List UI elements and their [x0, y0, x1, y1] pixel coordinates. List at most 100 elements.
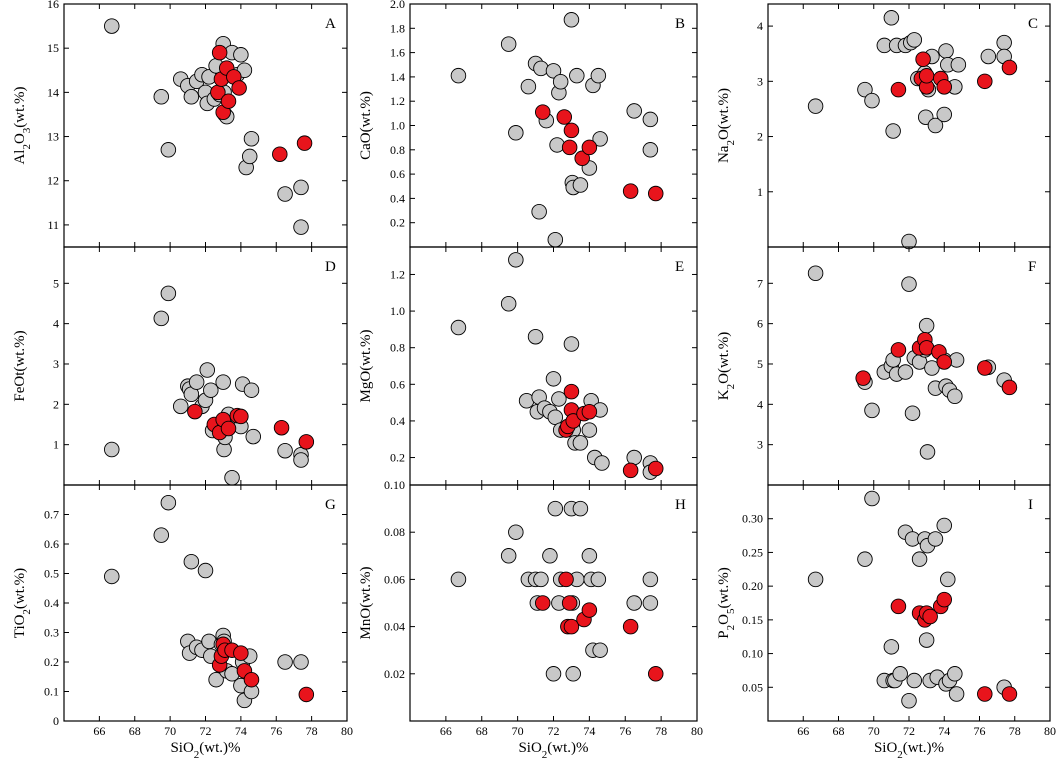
series-grey [104, 285, 309, 486]
label-subscript: 3 [21, 127, 33, 133]
data-point-grey [924, 360, 940, 376]
x-tick-label: 78 [1009, 724, 1021, 738]
data-point-grey [153, 527, 170, 543]
data-point-grey [901, 276, 917, 292]
y-tick-label: 0.4 [390, 191, 405, 205]
data-point-grey [520, 78, 537, 95]
label-part: FeOt(wt.%) [12, 330, 28, 401]
data-point-grey [980, 48, 997, 65]
x-tick-label: 66 [797, 724, 809, 738]
data-point-grey [104, 568, 120, 585]
y-axis-label: TiO2(wt.%) [12, 568, 33, 638]
data-point-grey [104, 441, 120, 458]
data-point-red [915, 51, 931, 67]
data-point-grey [897, 364, 914, 380]
panel-letter: B [675, 16, 685, 32]
y-tick-label: 0.2 [44, 655, 59, 669]
data-point-red [922, 608, 938, 625]
label-part: (wt.%) [12, 568, 28, 609]
data-point-grey [243, 382, 260, 398]
data-point-red [233, 408, 249, 425]
data-point-grey [950, 57, 967, 73]
panel-letter: I [1028, 497, 1033, 513]
label-subscript: 2 [542, 749, 548, 761]
data-point-grey [996, 34, 1012, 51]
data-point-grey [508, 125, 524, 141]
y-tick-label: 1.0 [390, 119, 405, 133]
x-tick-label: 68 [476, 724, 488, 738]
label-part: MgO(wt.%) [358, 330, 374, 403]
data-point-grey [533, 571, 549, 588]
series-red [890, 51, 1018, 98]
data-point-grey [215, 374, 231, 390]
data-point-grey [450, 67, 467, 84]
data-point-grey [594, 455, 610, 471]
data-point-red [1001, 59, 1018, 76]
data-point-grey [551, 391, 567, 407]
y-tick-label: 3 [53, 357, 59, 371]
data-point-grey [183, 89, 200, 105]
series-grey [807, 490, 1012, 709]
data-point-red [534, 104, 551, 120]
y-tick-label: 5 [53, 276, 59, 290]
data-point-grey [527, 328, 544, 345]
data-point-grey [947, 666, 963, 682]
y-tick-label: 0.8 [390, 143, 405, 157]
data-point-grey [883, 10, 900, 26]
label-subscript: 2 [725, 140, 737, 146]
data-point-grey [203, 382, 219, 398]
data-point-grey [940, 571, 956, 588]
y-tick-label: 1.8 [390, 21, 405, 35]
y-tick-label: 3 [757, 438, 763, 452]
series-red [534, 571, 664, 682]
y-tick-label: 0.10 [384, 478, 405, 492]
label-part: SiO [874, 740, 898, 756]
data-point-grey [936, 517, 953, 534]
data-point-grey [906, 672, 923, 689]
data-point-grey [153, 310, 170, 327]
x-tick-label: 74 [938, 724, 950, 738]
data-point-grey [547, 231, 564, 248]
y-tick-label: 16 [47, 0, 59, 11]
data-point-grey [565, 666, 581, 682]
data-point-grey [626, 449, 642, 466]
y-tick-label: 0.08 [384, 525, 405, 539]
x-tick-label: 74 [583, 724, 595, 738]
data-point-grey [892, 666, 908, 682]
label-part: O [716, 614, 732, 625]
data-point-red [220, 420, 237, 437]
x-tick-label: 72 [903, 724, 915, 738]
data-point-red [556, 109, 573, 125]
y-tick-label: 5 [757, 357, 763, 371]
label-part: Na [716, 145, 732, 163]
data-point-red [1001, 379, 1018, 396]
label-subscript: 2 [21, 609, 33, 615]
data-point-grey [927, 117, 944, 134]
data-point-grey [572, 435, 589, 451]
panel-e: 0.2 0.4 0.6 0.8 1.0 1.2 E MgO(wt.%) [358, 246, 698, 486]
data-point-grey [642, 571, 659, 588]
y-tick-label: 0.20 [742, 579, 763, 593]
x-axis-label: SiO2(wt.)% [170, 740, 240, 761]
series-grey [450, 12, 659, 248]
data-point-red [187, 403, 203, 420]
y-tick-label: 12 [47, 174, 59, 188]
panel-g: 66 68 70 72 74 76 78 80 0 0.1 0.2 0.3 0.4 0.5 0.6 0.7 G T… [12, 484, 353, 761]
data-point-grey [948, 686, 965, 702]
data-point-red [647, 460, 664, 477]
data-point-grey [500, 36, 517, 52]
y-tick-label: 4 [53, 317, 59, 331]
label-part: SiO [518, 740, 542, 756]
data-point-grey [542, 548, 558, 564]
label-part: (wt.)% [903, 740, 944, 756]
data-point-grey [901, 693, 917, 709]
label-part: SiO [170, 740, 194, 756]
data-point-grey [857, 81, 873, 98]
x-tick-label: 78 [655, 724, 667, 738]
data-point-grey [885, 123, 901, 139]
series-grey [104, 494, 309, 709]
series-grey [807, 265, 1012, 460]
data-point-grey [224, 469, 240, 486]
